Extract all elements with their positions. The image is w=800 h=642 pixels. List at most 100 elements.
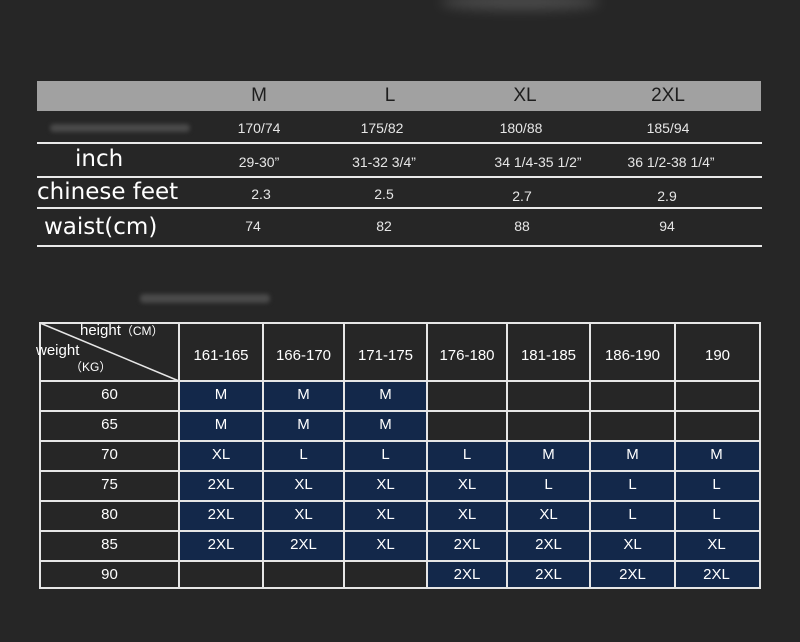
feet-xl: 2.7 xyxy=(512,188,532,204)
size-cell: 2XL xyxy=(290,536,317,553)
size-cell: 2XL xyxy=(453,536,481,553)
corner-height-label: height（CM） xyxy=(80,322,164,339)
grid-hline xyxy=(39,500,761,502)
grid-hline xyxy=(39,410,761,412)
size-cell: M xyxy=(297,416,310,433)
height-column-header: 166-170 xyxy=(275,347,332,364)
weight-row-label: 70 xyxy=(101,446,118,463)
waist-2xl: 94 xyxy=(659,218,675,234)
size-header-m: M xyxy=(251,85,267,106)
height-column-header: 186-190 xyxy=(604,347,661,364)
inch-m: 29-30” xyxy=(238,154,280,170)
height-column-header: 190 xyxy=(704,347,731,364)
size-cell: M xyxy=(379,386,392,403)
highlight-block-90 xyxy=(426,561,759,589)
inch-2xl: 36 1/2-38 1/4” xyxy=(627,154,715,170)
height-column-header: 161-165 xyxy=(193,347,249,364)
grid-vline xyxy=(343,322,345,589)
inch-xl: 34 1/4-35 1/2” xyxy=(494,154,582,170)
size-cell: 2XL xyxy=(207,536,235,553)
size-header-xl: XL xyxy=(513,85,537,106)
grid-hline xyxy=(39,380,761,382)
size-cell: L xyxy=(712,506,721,523)
size-cell: XL xyxy=(294,506,313,523)
grid-vline xyxy=(506,322,508,589)
size-cell: M xyxy=(542,446,555,463)
grid-vline xyxy=(589,322,591,589)
divider xyxy=(37,142,762,144)
waist-xl: 88 xyxy=(514,218,530,234)
corner-height-unit: （CM） xyxy=(120,324,164,338)
size-cell: XL xyxy=(457,476,477,493)
grid-vline xyxy=(674,322,676,589)
waist-l: 82 xyxy=(376,218,392,234)
row-label-inch: inch xyxy=(75,146,124,172)
size-cell: L xyxy=(544,476,553,493)
size-cell: L xyxy=(628,476,637,493)
feet-2xl: 2.9 xyxy=(657,188,677,204)
hw-xl: 180/88 xyxy=(499,120,543,136)
grid-vline xyxy=(178,322,180,589)
size-cell: XL xyxy=(376,536,395,553)
size-header-row: M L XL 2XL xyxy=(37,81,761,111)
size-cell: 2XL xyxy=(535,566,562,583)
size-cell: XL xyxy=(376,506,395,523)
weight-row-label: 90 xyxy=(101,566,118,583)
size-cell: L xyxy=(299,446,308,463)
height-column-header: 181-185 xyxy=(520,347,577,364)
size-cell: 2XL xyxy=(453,566,481,583)
corner-diagonal xyxy=(39,322,180,382)
size-cell: M xyxy=(710,446,723,463)
hw-2xl: 185/94 xyxy=(646,120,690,136)
top-glow xyxy=(440,0,600,10)
weight-row-label: 80 xyxy=(101,506,118,523)
size-cell: 2XL xyxy=(703,566,730,583)
divider xyxy=(37,207,762,209)
blurred-section-title xyxy=(140,294,270,303)
hw-m: 170/74 xyxy=(237,120,281,136)
divider xyxy=(37,176,762,178)
size-cell: 2XL xyxy=(207,506,235,523)
size-cell: L xyxy=(712,476,721,493)
size-cell: XL xyxy=(211,446,231,463)
row-label-waist: waist(cm) xyxy=(44,214,158,240)
height-column-header: 171-175 xyxy=(357,347,414,364)
size-cell: L xyxy=(628,506,637,523)
height-column-header: 176-180 xyxy=(439,347,495,364)
size-cell: M xyxy=(214,416,228,433)
size-cell: M xyxy=(379,416,392,433)
waist-m: 74 xyxy=(245,218,261,234)
divider xyxy=(37,245,762,247)
weight-row-label: 75 xyxy=(101,476,118,493)
hw-l: 175/82 xyxy=(360,120,404,136)
size-cell: L xyxy=(462,446,472,463)
size-cell: 2XL xyxy=(207,476,235,493)
grid-frame xyxy=(39,322,761,589)
grid-hline xyxy=(39,440,761,442)
grid-vline xyxy=(262,322,264,589)
size-header-l: L xyxy=(384,85,396,106)
size-cell: M xyxy=(214,386,228,403)
weight-row-label: 60 xyxy=(101,386,118,403)
corner-height-text: height xyxy=(80,322,121,339)
size-cell: 2XL xyxy=(535,536,562,553)
size-cell: XL xyxy=(623,536,642,553)
corner-weight-unit: （KG） xyxy=(70,360,112,374)
size-cell: M xyxy=(626,446,639,463)
size-cell: XL xyxy=(539,506,558,523)
feet-m: 2.3 xyxy=(251,186,271,202)
size-header-2xl: 2XL xyxy=(651,85,685,106)
size-cell: L xyxy=(381,446,390,463)
grid-hline xyxy=(39,470,761,472)
weight-row-label: 85 xyxy=(101,536,118,553)
feet-l: 2.5 xyxy=(374,186,394,202)
grid-hline xyxy=(39,560,761,562)
inch-l: 31-32 3/4” xyxy=(352,154,416,170)
size-cell: XL xyxy=(457,506,477,523)
size-cell: M xyxy=(297,386,310,403)
grid-vline xyxy=(426,322,428,589)
corner-weight-label: weight xyxy=(36,342,80,359)
size-cell: 2XL xyxy=(619,566,646,583)
grid-hline xyxy=(39,530,761,532)
row-label-chinese-feet: chinese feet xyxy=(37,179,179,205)
